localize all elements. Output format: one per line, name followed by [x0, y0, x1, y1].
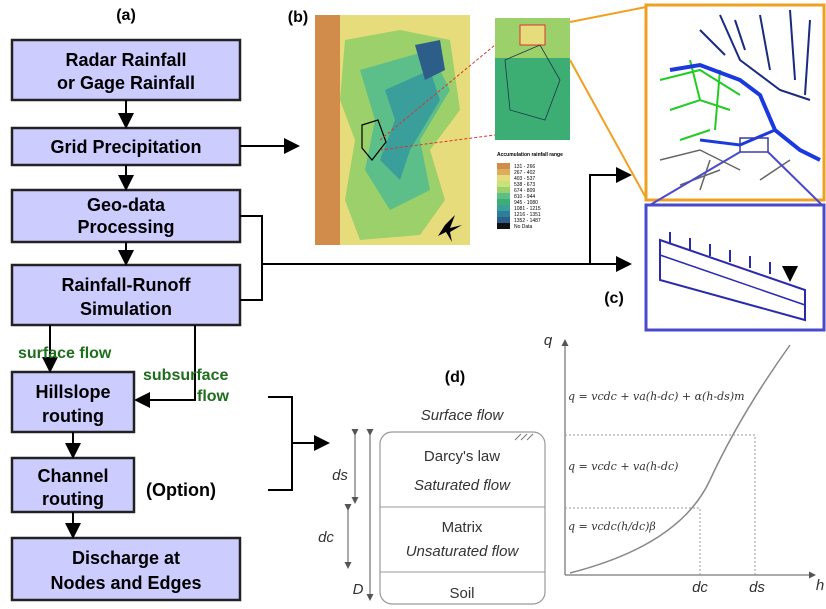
- dimension-label: dc: [318, 529, 334, 546]
- legend-entry: No Data: [514, 224, 533, 230]
- option-label: (Option): [146, 480, 216, 500]
- node-text: Geo-data: [87, 195, 166, 215]
- axis-label: h: [816, 577, 824, 594]
- edge-label: surface flow: [18, 345, 112, 362]
- x-tick-label: ds: [749, 579, 765, 596]
- dimension-label: D: [353, 581, 364, 598]
- x-tick-label: dc: [692, 579, 708, 596]
- map-legend: Accumulation rainfall range 131 - 266 26…: [497, 152, 563, 230]
- legend-title: Accumulation rainfall range: [497, 152, 563, 158]
- node-text: Rainfall-Runoff: [62, 275, 192, 295]
- node-text: routing: [42, 489, 104, 509]
- hillslope-detail: [646, 205, 824, 330]
- panel-label: (d): [445, 369, 465, 386]
- dimension-label: ds: [332, 467, 348, 484]
- node-text: or Gage Rainfall: [57, 73, 195, 93]
- layer-label: Darcy's law: [424, 448, 500, 465]
- layer-label: Matrix: [442, 519, 483, 536]
- layer-label: Soil: [449, 585, 474, 602]
- panel-label: (a): [116, 7, 136, 24]
- node-text: Simulation: [80, 299, 172, 319]
- edge-label: flow: [197, 388, 230, 405]
- layer-label: Unsaturated flow: [406, 543, 520, 560]
- node-text: Radar Rainfall: [65, 50, 186, 70]
- node-text: Grid Precipitation: [50, 137, 201, 157]
- equation: q = vcdc(h/dc)β: [568, 520, 656, 533]
- node-text: Hillslope: [35, 382, 110, 402]
- panel-label: (c): [604, 290, 624, 307]
- node-text: Channel: [37, 466, 108, 486]
- axis-label: q: [544, 332, 553, 349]
- figure: (a) (b) (c) (d) Radar Rainfall or Gage R…: [0, 0, 826, 609]
- panel-label: (b): [288, 9, 308, 26]
- equation: q = vcdc + va(h-dc): [568, 460, 678, 473]
- node-text: Processing: [77, 217, 174, 237]
- layer-label: Saturated flow: [414, 477, 511, 494]
- flow-graph: q h q = vcdc + va(h-dc) + α(h-ds)m q = v…: [544, 332, 824, 596]
- soil-column: Surface flow Darcy's law Saturated flow …: [318, 407, 545, 604]
- edge-label: subsurface: [143, 367, 228, 384]
- node-text: routing: [42, 406, 104, 426]
- layer-label: Surface flow: [421, 407, 505, 424]
- node-text: Nodes and Edges: [50, 573, 201, 593]
- equation: q = vcdc + va(h-dc) + α(h-ds)m: [568, 390, 745, 403]
- node-text: Discharge at: [72, 548, 180, 568]
